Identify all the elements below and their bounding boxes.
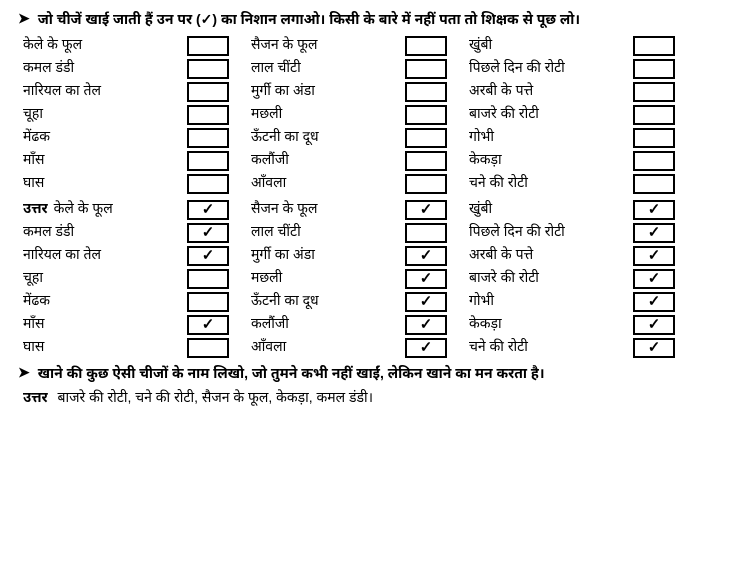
answer-checkbox: ✓ [405,338,447,358]
item-label: खुंबी [469,36,619,55]
checkbox[interactable] [187,128,229,148]
answer-item-label: खुंबी [469,200,619,219]
checkbox[interactable] [187,59,229,79]
answer-item-label: केकड़ा [469,315,619,334]
answer-item-label: अरबी के पत्ते [469,246,619,265]
answer-checkbox: ✓ [405,246,447,266]
answer-checkbox: ✓ [405,269,447,289]
answer-item-label: मेंढक [23,292,173,311]
answer-item-label: गोभी [469,292,619,311]
instruction-2: ➤ खाने की कुछ ऐसी चीजों के नाम लिखो, जो … [18,364,725,384]
answer-checkbox: ✓ [633,200,675,220]
item-label: पिछले दिन की रोटी [469,59,619,78]
checkbox[interactable] [187,151,229,171]
answer-checkbox: ✓ [405,200,447,220]
answer-item-label: कमल डंडी [23,223,173,242]
item-label: बाजरे की रोटी [469,105,619,124]
answer-item-label: माँस [23,315,173,334]
item-label: लाल चींटी [251,59,391,78]
checkbox[interactable] [633,128,675,148]
bullet-icon: ➤ [18,364,30,381]
checkbox[interactable] [405,82,447,102]
answer-item-label: सैजन के फूल [251,200,391,219]
answer-2-row: उत्तर बाजरे की रोटी, चने की रोटी, सैजन क… [23,389,725,408]
answer-checkbox: ✓ [633,246,675,266]
item-label: अरबी के पत्ते [469,82,619,101]
answer-grid: उत्तरकेले के फूल ✓ सैजन के फूल ✓ खुंबी ✓ कमल ड… [23,200,725,358]
checkbox[interactable] [187,174,229,194]
item-label: चने की रोटी [469,174,619,193]
answer-checkbox: ✓ [405,292,447,312]
answer-checkbox: ✓ [633,315,675,335]
item-label: मछली [251,105,391,124]
checkbox[interactable] [633,105,675,125]
instruction-text-2: खाने की कुछ ऐसी चीजों के नाम लिखो, जो तु… [38,364,545,384]
checkbox[interactable] [633,82,675,102]
item-label: मेंढक [23,128,173,147]
item-label: आँवला [251,174,391,193]
answer-item-label: उत्तरकेले के फूल [23,200,173,219]
answer-checkbox: ✓ [187,246,229,266]
answer-checkbox: ✓ [187,200,229,220]
answer-item-label: लाल चींटी [251,223,391,242]
checkbox[interactable] [187,105,229,125]
answer-item-label: घास [23,338,173,357]
uttar-label: उत्तर [23,389,48,405]
checkbox[interactable] [633,36,675,56]
item-label: मुर्गी का अंडा [251,82,391,101]
answer-checkbox [405,223,447,243]
item-label: घास [23,174,173,193]
bullet-icon: ➤ [18,10,30,27]
answer-checkbox: ✓ [633,292,675,312]
answer-checkbox [187,269,229,289]
instruction-text-1: जो चीजें खाई जाती हैं उन पर (✓) का निशान… [38,10,580,30]
answer-item-label: आँवला [251,338,391,357]
answer-checkbox: ✓ [633,223,675,243]
checkbox[interactable] [405,105,447,125]
checkbox[interactable] [405,151,447,171]
answer-item-label: पिछले दिन की रोटी [469,223,619,242]
checkbox[interactable] [633,59,675,79]
answer-checkbox: ✓ [187,223,229,243]
answer-item-label: नारियल का तेल [23,246,173,265]
checkbox[interactable] [405,128,447,148]
answer-checkbox: ✓ [405,315,447,335]
answer-checkbox [187,292,229,312]
item-label: नारियल का तेल [23,82,173,101]
checkbox[interactable] [405,174,447,194]
answer-item-label: मुर्गी का अंडा [251,246,391,265]
answer-checkbox: ✓ [187,315,229,335]
checkbox[interactable] [633,151,675,171]
answer-item-label: मछली [251,269,391,288]
item-label: ऊँटनी का दूध [251,128,391,147]
answer-item-label: चूहा [23,269,173,288]
answer-checkbox: ✓ [633,269,675,289]
uttar-label: उत्तर [23,200,48,219]
instruction-1: ➤ जो चीजें खाई जाती हैं उन पर (✓) का निश… [18,10,725,30]
checkbox[interactable] [633,174,675,194]
answer-2-text: बाजरे की रोटी, चने की रोटी, सैजन के फूल,… [58,389,373,405]
answer-item-label: कलौंजी [251,315,391,334]
answer-item-label: बाजरे की रोटी [469,269,619,288]
answer-item-label: ऊँटनी का दूध [251,292,391,311]
answer-checkbox [187,338,229,358]
item-label: केकड़ा [469,151,619,170]
answer-checkbox: ✓ [633,338,675,358]
checkbox[interactable] [187,82,229,102]
item-label: चूहा [23,105,173,124]
item-label: सैजन के फूल [251,36,391,55]
item-label: कलौंजी [251,151,391,170]
item-label: माँस [23,151,173,170]
question-grid: केले के फूल सैजन के फूल खुंबी कमल डंडी लाल च… [23,36,725,194]
item-label: केले के फूल [23,36,173,55]
answer-item-label: चने की रोटी [469,338,619,357]
checkbox[interactable] [405,36,447,56]
item-label: कमल डंडी [23,59,173,78]
checkbox[interactable] [187,36,229,56]
item-label: गोभी [469,128,619,147]
checkbox[interactable] [405,59,447,79]
